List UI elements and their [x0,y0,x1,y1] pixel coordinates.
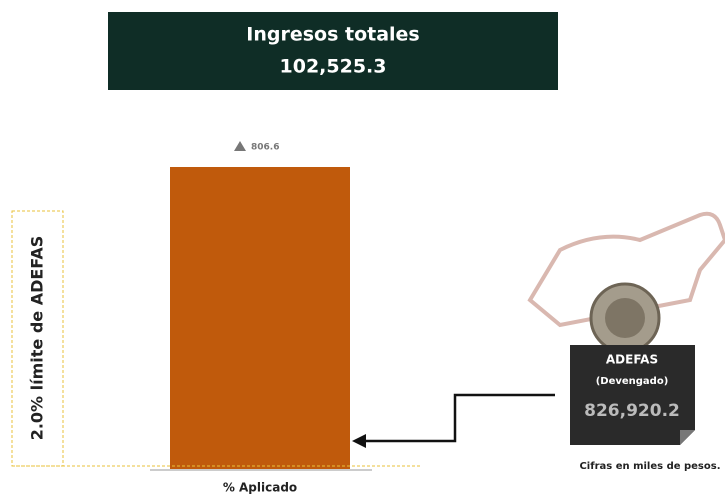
arrow-head [352,434,366,448]
triangle-icon [234,141,246,151]
limit-label: 2.0% límite de ADEFAS [28,236,47,441]
category-label: % Aplicado [223,481,297,495]
footnote: Cifras en miles de pesos. [579,461,720,472]
limit-box [11,210,64,467]
header-title: Ingresos totales [246,24,420,46]
header-box [108,12,558,90]
bar [170,167,350,469]
box-fold [680,430,695,445]
adefas-title: ADEFAS [606,353,658,367]
coin-center [605,298,645,338]
arrow-line [362,393,555,443]
bar-top-label: 806.6 [251,143,279,153]
adefas-subtitle: (Devengado) [596,376,669,387]
hand-icon [527,211,725,328]
adefas-value: 826,920.2 [584,401,680,421]
adefas-box [570,345,695,445]
header-value: 102,525.3 [280,56,387,78]
